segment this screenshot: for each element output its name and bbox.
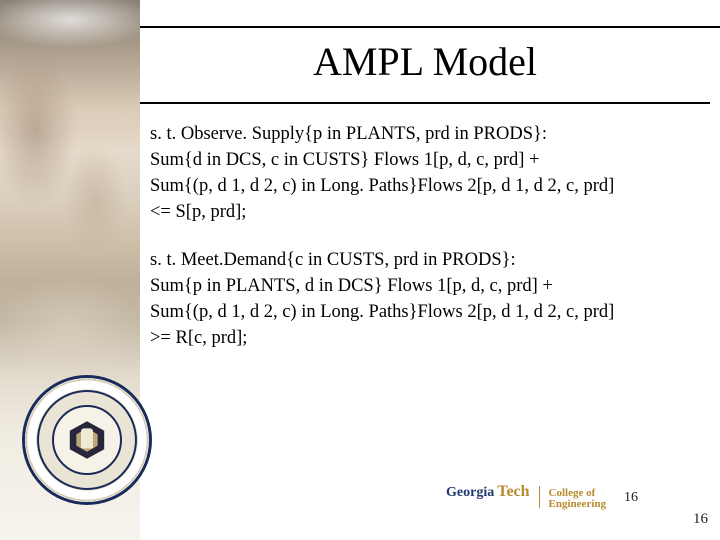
slide-number-primary: 16 <box>624 490 638 506</box>
logo-tech-text: Tech <box>497 483 529 501</box>
constraint-line: Sum{p in PLANTS, d in DCS} Flows 1[p, d,… <box>150 274 710 298</box>
constraint-line: Sum{d in DCS, c in CUSTS} Flows 1[p, d, … <box>150 148 710 172</box>
slide-number-corner: 16 <box>693 511 708 528</box>
institute-seal <box>22 375 152 505</box>
constraint-line: s. t. Observe. Supply{p in PLANTS, prd i… <box>150 122 710 146</box>
logo-georgia-text: Georgia <box>446 485 494 501</box>
slide: AMPL Model s. t. Observe. Supply{p in PL… <box>0 0 720 540</box>
top-rule <box>140 26 720 28</box>
constraint-line: >= R[c, prd]; <box>150 326 710 350</box>
body-content: s. t. Observe. Supply{p in PLANTS, prd i… <box>150 122 710 352</box>
constraint-line: Sum{(p, d 1, d 2, c) in Long. Paths}Flow… <box>150 300 710 324</box>
constraint-line: Sum{(p, d 1, d 2, c) in Long. Paths}Flow… <box>150 174 710 198</box>
slide-title: AMPL Model <box>140 38 710 85</box>
constraint-line: s. t. Meet.Demand{c in CUSTS, prd in PRO… <box>150 248 710 272</box>
title-underline-rule <box>140 102 710 104</box>
paragraph-gap <box>150 226 710 248</box>
institution-logo: Georgia Tech College of Engineering <box>446 483 606 510</box>
logo-college-text: College of Engineering <box>549 488 606 510</box>
logo-coe-line2: Engineering <box>549 499 606 510</box>
constraint-line: <= S[p, prd]; <box>150 200 710 224</box>
logo-divider <box>539 486 540 508</box>
